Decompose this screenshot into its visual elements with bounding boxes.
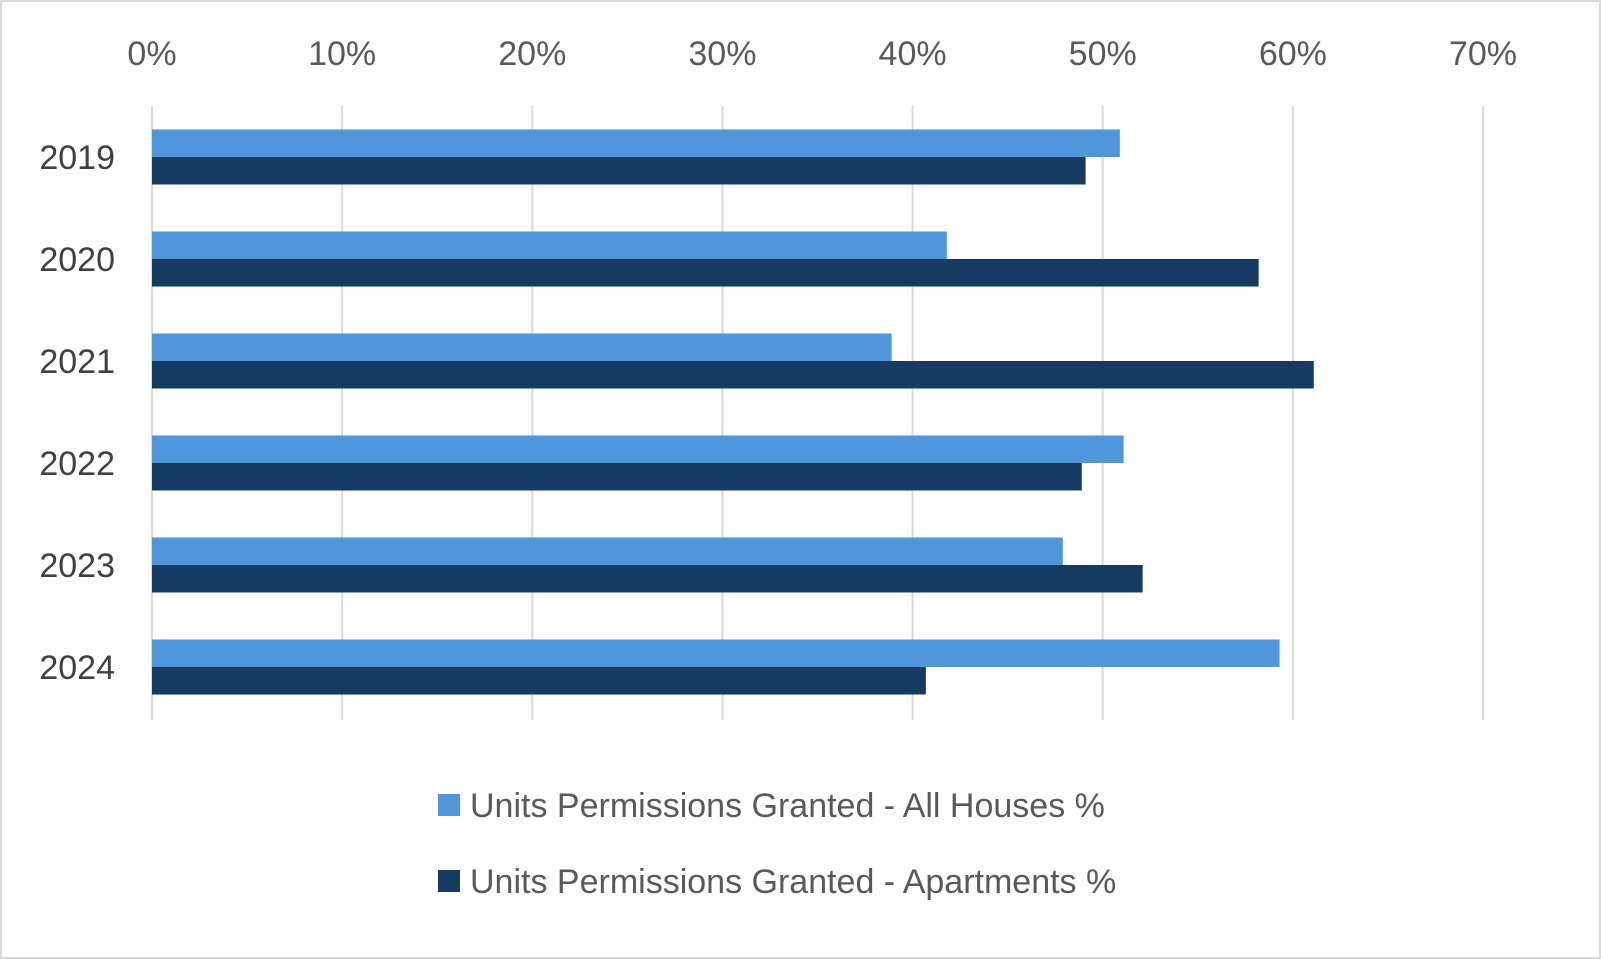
x-tick-label: 60% bbox=[1259, 35, 1327, 73]
bar-apartments-2022 bbox=[152, 463, 1082, 491]
x-tick-label: 10% bbox=[308, 35, 376, 73]
bars bbox=[152, 129, 1314, 695]
bar-apartments-2020 bbox=[152, 259, 1259, 287]
x-tick-label: 70% bbox=[1449, 35, 1517, 73]
x-tick-label: 0% bbox=[127, 35, 176, 73]
legend-label: Units Permissions Granted - Apartments % bbox=[470, 863, 1116, 901]
y-category-label: 2022 bbox=[39, 445, 115, 483]
gridlines bbox=[151, 106, 1484, 720]
bar-apartments-2023 bbox=[152, 565, 1143, 593]
bar-all-houses-2022 bbox=[152, 435, 1124, 463]
x-tick-label: 40% bbox=[879, 35, 947, 73]
bar-all-houses-2020 bbox=[152, 231, 947, 259]
y-category-label: 2019 bbox=[39, 139, 115, 177]
legend: Units Permissions Granted - All Houses %… bbox=[438, 787, 1116, 901]
y-category-label: 2023 bbox=[39, 547, 115, 585]
x-tick-label: 30% bbox=[688, 35, 756, 73]
x-axis-ticks: 0% 10% 20% 30% 40% 50% 60% 70% bbox=[127, 35, 1517, 73]
bar-all-houses-2024 bbox=[152, 639, 1280, 667]
bar-all-houses-2023 bbox=[152, 537, 1063, 565]
bar-apartments-2024 bbox=[152, 667, 926, 695]
bar-all-houses-2021 bbox=[152, 333, 892, 361]
x-tick-label: 50% bbox=[1069, 35, 1137, 73]
bar-apartments-2021 bbox=[152, 361, 1314, 389]
y-axis-categories: 2019 2020 2021 2022 2023 2024 bbox=[39, 139, 115, 687]
bar-all-houses-2019 bbox=[152, 129, 1120, 157]
legend-label: Units Permissions Granted - All Houses % bbox=[470, 787, 1105, 825]
bar-apartments-2019 bbox=[152, 157, 1086, 185]
legend-swatch bbox=[438, 794, 460, 816]
y-category-label: 2021 bbox=[39, 343, 115, 381]
x-tick-label: 20% bbox=[498, 35, 566, 73]
y-category-label: 2024 bbox=[39, 649, 115, 687]
y-category-label: 2020 bbox=[39, 241, 115, 279]
legend-swatch bbox=[438, 870, 460, 892]
